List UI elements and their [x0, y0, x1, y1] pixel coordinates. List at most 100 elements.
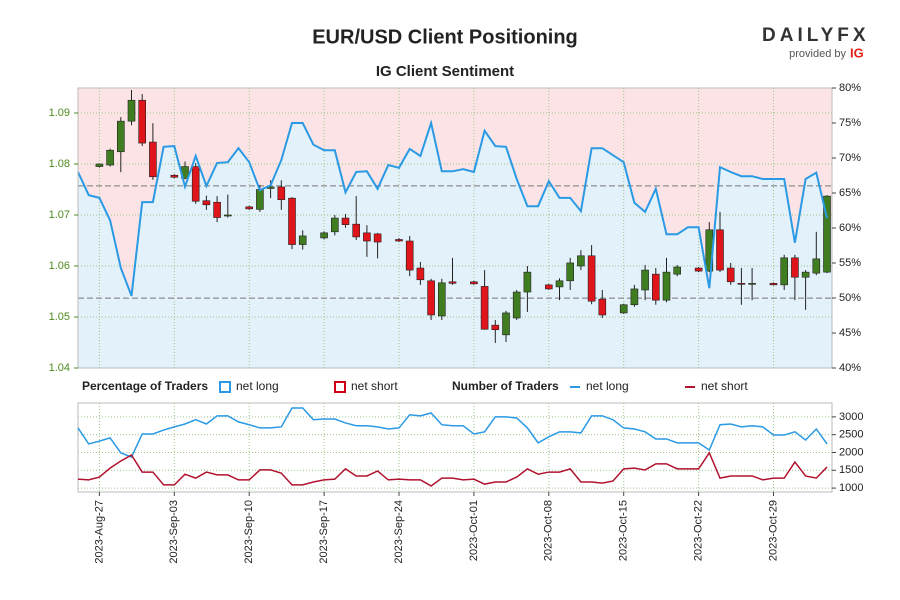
- candle-body: [288, 197, 296, 245]
- candle-body: [801, 271, 810, 278]
- y2-tick-label: 55%: [839, 257, 861, 269]
- candle-body: [566, 262, 575, 282]
- candle-body: [780, 257, 789, 286]
- trader-count-line: [77, 451, 828, 487]
- candle-body: [769, 283, 778, 286]
- candle-body: [470, 281, 478, 285]
- candle-body: [213, 201, 221, 218]
- x-tick-label: 2023-Sep-03: [168, 500, 180, 564]
- y2-tick-label: 75%: [839, 117, 861, 129]
- candle-body: [320, 232, 328, 239]
- x-tick-label: 2023-Oct-15: [618, 500, 630, 561]
- x-tick-label: 2023-Oct-22: [693, 500, 705, 561]
- candle-body: [726, 267, 735, 283]
- chart-title: EUR/USD Client Positioning: [312, 26, 578, 48]
- trader-count-line: [77, 407, 828, 459]
- candle-body: [641, 269, 649, 291]
- logo-tagline: provided by: [789, 48, 846, 60]
- y2-tick-label: 60%: [839, 222, 861, 234]
- x-tick-label: 2023-Sep-17: [318, 500, 330, 564]
- candle-body: [437, 282, 446, 317]
- candle-body: [737, 283, 746, 285]
- y-tick-label: 1.07: [49, 209, 70, 221]
- candle-body: [544, 284, 553, 290]
- candle-body: [512, 291, 521, 319]
- y-tick-label: 1.04: [49, 362, 70, 374]
- x-tick-label: 2023-Aug-27: [93, 500, 105, 564]
- candle-body: [138, 99, 146, 144]
- candle-body: [416, 267, 425, 281]
- candle-body: [673, 266, 682, 275]
- candle-body: [598, 298, 607, 316]
- y-tick-label: 1.06: [49, 260, 70, 272]
- candle-body: [662, 271, 671, 301]
- y2-tick-label: 45%: [839, 327, 861, 339]
- candle-body: [373, 233, 382, 243]
- legend-label: net long: [236, 379, 279, 393]
- candle-body: [405, 240, 414, 271]
- candle-body: [106, 149, 114, 166]
- candle-body: [341, 217, 350, 225]
- candle-body: [127, 99, 136, 122]
- y2-tick-label: 50%: [839, 292, 861, 304]
- candle-body: [191, 166, 200, 202]
- candle-body: [448, 281, 457, 284]
- y-tick-label: 2000: [839, 446, 863, 458]
- y-tick-label: 3000: [839, 411, 863, 423]
- x-tick-label: 2023-Oct-08: [543, 500, 555, 561]
- x-tick-label: 2023-Oct-01: [468, 500, 480, 561]
- candle-body: [298, 235, 307, 245]
- y-tick-label: 1.05: [49, 311, 70, 323]
- legend-title: Number of Traders: [452, 379, 559, 393]
- legend-swatch: [334, 381, 346, 393]
- candle-body: [823, 195, 831, 273]
- net-long-area: [78, 123, 832, 368]
- net-long-line: [77, 119, 828, 297]
- candle-body: [224, 214, 232, 217]
- candle-body: [748, 283, 756, 285]
- candle-body: [716, 229, 724, 271]
- candle-body: [577, 255, 585, 267]
- x-tick-label: 2023-Sep-24: [393, 500, 405, 564]
- x-tick-label: 2023-Sep-10: [243, 500, 255, 564]
- y2-tick-label: 65%: [839, 187, 861, 199]
- candle-body: [256, 189, 264, 210]
- candle-body: [651, 273, 660, 301]
- legend-title: Percentage of Traders: [82, 379, 208, 393]
- candle-body: [587, 255, 596, 302]
- candle-body: [491, 324, 500, 331]
- y-tick-label: 1000: [839, 482, 863, 494]
- legend-swatch: [219, 381, 231, 393]
- y-tick-label: 1.08: [49, 158, 70, 170]
- chart-subtitle: IG Client Sentiment: [376, 63, 514, 80]
- candle-body: [523, 271, 532, 293]
- candle-body: [149, 141, 157, 178]
- legend-label: net short: [351, 379, 398, 393]
- candle-body: [330, 217, 339, 233]
- candle-body: [502, 312, 510, 336]
- candle-body: [555, 280, 564, 288]
- y-tick-label: 1.09: [49, 107, 70, 119]
- candle-body: [630, 288, 639, 306]
- candle-body: [427, 280, 435, 316]
- legend-label: net short: [701, 379, 748, 393]
- candle-body: [95, 163, 104, 167]
- y-tick-label: 1500: [839, 464, 863, 476]
- logo-brand: IG: [850, 45, 864, 60]
- candle-body: [812, 258, 821, 274]
- y-tick-label: 2500: [839, 429, 863, 441]
- candle-body: [363, 232, 371, 242]
- candle-body: [619, 304, 628, 314]
- logo-name: DAILYFX: [762, 25, 870, 46]
- candle-body: [202, 200, 211, 206]
- candle-body: [352, 223, 361, 238]
- candle-body: [170, 174, 179, 178]
- y2-tick-label: 70%: [839, 152, 861, 164]
- candle-body: [791, 257, 799, 278]
- candle-body: [277, 186, 286, 200]
- x-tick-label: 2023-Oct-29: [767, 500, 779, 561]
- candle-body: [245, 206, 253, 210]
- candle-body: [117, 120, 125, 153]
- y2-tick-label: 40%: [839, 362, 861, 374]
